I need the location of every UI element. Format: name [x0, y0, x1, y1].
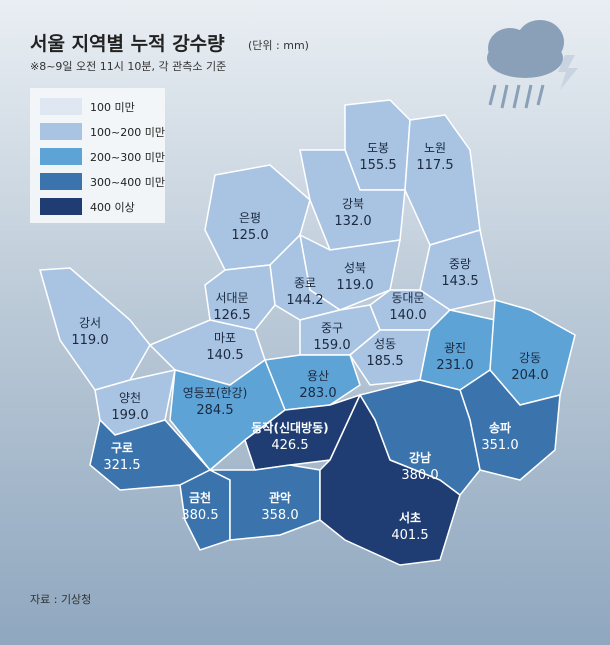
district-name: 강남 — [409, 450, 431, 465]
district-name: 용산 — [307, 369, 329, 383]
legend-swatch — [40, 148, 82, 165]
legend-label: 100 미만 — [90, 101, 135, 114]
district-value: 185.5 — [366, 354, 403, 369]
district-value: 380.5 — [181, 508, 218, 523]
district-area — [319, 393, 461, 566]
legend-label: 300~400 미만 — [90, 176, 165, 189]
district-value: 119.0 — [71, 333, 108, 348]
district-name: 강동 — [519, 351, 541, 365]
districts: 도봉 155.5 노원 117.5 강북 132.0 은평 125.0 성북 119.0 중랑 143… — [39, 99, 576, 566]
district-name: 성북 — [344, 261, 366, 275]
district-area — [419, 229, 496, 311]
district-name: 서초 — [399, 510, 421, 525]
district-name: 도봉 — [367, 141, 389, 155]
district-value: 132.0 — [334, 214, 371, 229]
district-value: 358.0 — [261, 508, 298, 523]
district-value: 140.5 — [206, 348, 243, 363]
district-name: 구로 — [111, 441, 133, 455]
legend-swatch — [40, 173, 82, 190]
district-name: 중랑 — [449, 257, 471, 271]
legend-swatch — [40, 98, 82, 115]
legend-label: 200~300 미만 — [90, 151, 165, 164]
district-value: 284.5 — [196, 403, 233, 418]
district-name: 노원 — [424, 141, 446, 155]
district-name: 동작(신대방동) — [251, 420, 328, 435]
district-name: 서대문 — [215, 291, 248, 305]
district-value: 117.5 — [416, 158, 453, 173]
district-name: 금천 — [189, 490, 211, 505]
district-name: 종로 — [294, 276, 316, 290]
rain-cloud-icon — [487, 20, 578, 109]
district-value: 283.0 — [299, 386, 336, 401]
district-name: 송파 — [489, 420, 511, 435]
district-name: 중구 — [321, 321, 343, 335]
district-value: 199.0 — [111, 408, 148, 423]
district-name: 은평 — [239, 211, 261, 225]
district-value: 144.2 — [286, 293, 323, 308]
district-name: 성동 — [374, 337, 396, 351]
district-name: 양천 — [119, 390, 141, 405]
district-name: 강북 — [342, 197, 364, 211]
legend: 100 미만 100~200 미만 200~300 미만 300~400 미만 400 … — [40, 98, 165, 215]
district-value: 380.0 — [401, 468, 438, 483]
district-name: 광진 — [444, 341, 466, 355]
legend-label: 400 이상 — [90, 201, 135, 214]
district-value: 351.0 — [481, 438, 518, 453]
unit: (단위 : mm) — [248, 39, 309, 52]
subtitle: ※8~9일 오전 11시 10분, 각 관측소 기준 — [30, 59, 226, 73]
district-value: 321.5 — [103, 458, 140, 473]
legend-label: 100~200 미만 — [90, 126, 165, 139]
title: 서울 지역별 누적 강수량 — [30, 33, 225, 55]
district-value: 119.0 — [336, 278, 373, 293]
district-value: 125.0 — [231, 228, 268, 243]
district-value: 155.5 — [359, 158, 396, 173]
legend-swatch — [40, 198, 82, 215]
legend-swatch — [40, 123, 82, 140]
district-name: 동대문 — [391, 291, 424, 305]
district-value: 159.0 — [313, 338, 350, 353]
district-value: 143.5 — [441, 274, 478, 289]
district-value: 426.5 — [271, 438, 308, 453]
district-value: 401.5 — [391, 528, 428, 543]
district-value: 140.0 — [389, 308, 426, 323]
district-area — [299, 149, 406, 251]
source: 자료 : 기상청 — [30, 593, 91, 606]
district-name: 영등포(한강) — [183, 386, 248, 400]
district-value: 126.5 — [213, 308, 250, 323]
district-name: 강서 — [79, 316, 101, 330]
district-value: 231.0 — [436, 358, 473, 373]
district-value: 204.0 — [511, 368, 548, 383]
district-area — [39, 267, 151, 391]
district-name: 마포 — [214, 331, 236, 345]
district-name: 관악 — [269, 490, 291, 505]
